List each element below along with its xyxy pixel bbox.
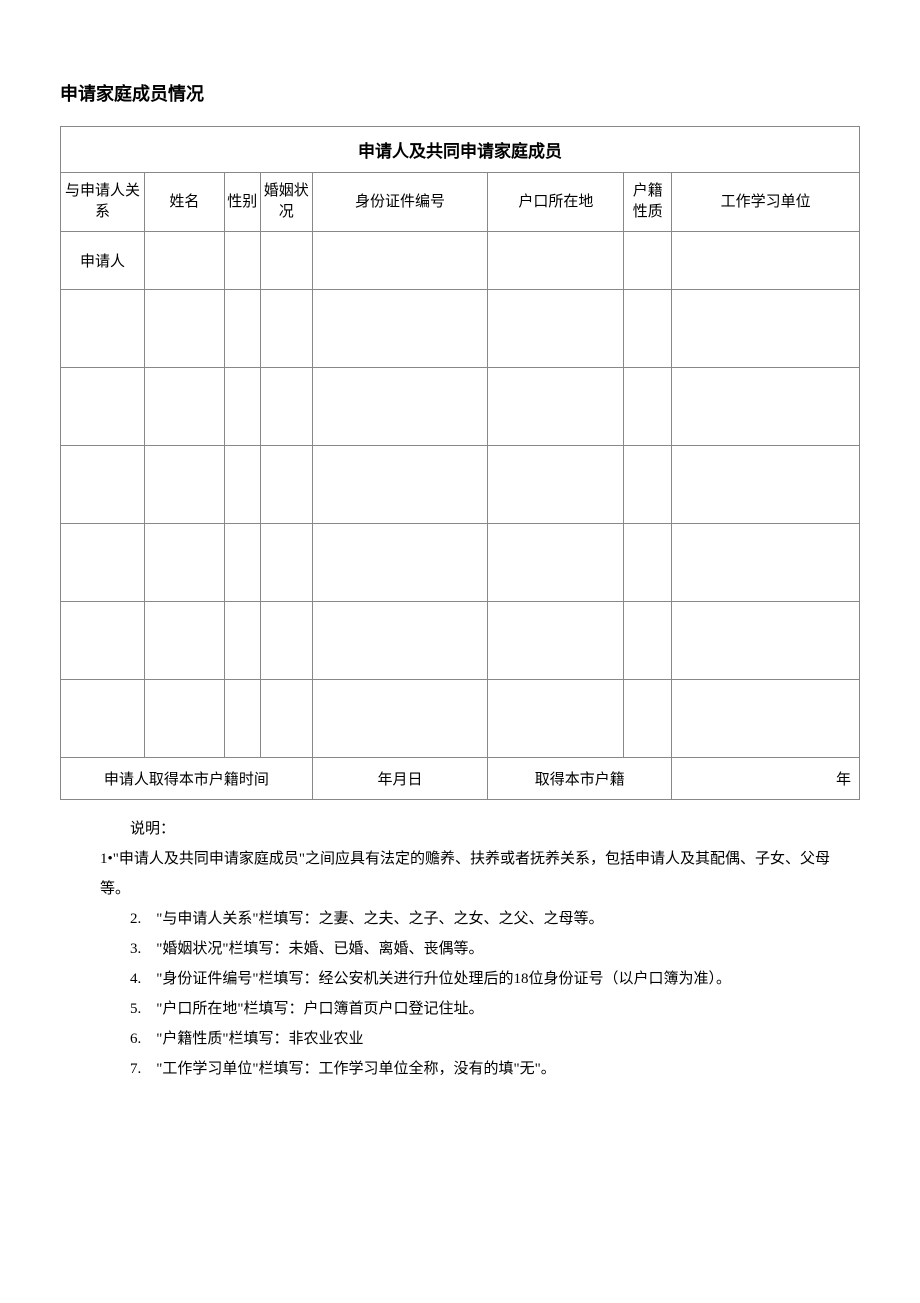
table-caption: 申请人及共同申请家庭成员 xyxy=(61,127,860,173)
cell-marital[interactable] xyxy=(260,680,312,758)
cell-name[interactable] xyxy=(144,446,224,524)
notes-item: 6. "户籍性质"栏填写：非农业农业 xyxy=(100,1024,858,1054)
cell-marital[interactable] xyxy=(260,232,312,290)
cell-relation[interactable] xyxy=(61,602,145,680)
cell-marital[interactable] xyxy=(260,290,312,368)
notes-item: 2. "与申请人关系"栏填写：之妻、之夫、之子、之女、之父、之母等。 xyxy=(100,904,858,934)
cell-relation[interactable] xyxy=(61,446,145,524)
cell-marital[interactable] xyxy=(260,368,312,446)
footer-label-2: 取得本市户籍 xyxy=(488,758,672,800)
page-title: 申请家庭成员情况 xyxy=(60,80,860,106)
cell-location[interactable] xyxy=(488,368,624,446)
cell-hukou-type[interactable] xyxy=(624,446,672,524)
cell-id[interactable] xyxy=(312,446,488,524)
cell-sex[interactable] xyxy=(224,524,260,602)
cell-id[interactable] xyxy=(312,680,488,758)
cell-marital[interactable] xyxy=(260,446,312,524)
cell-sex[interactable] xyxy=(224,232,260,290)
cell-name[interactable] xyxy=(144,680,224,758)
table-row xyxy=(61,602,860,680)
footer-value-2[interactable]: 年 xyxy=(672,758,860,800)
cell-sex[interactable] xyxy=(224,602,260,680)
col-id-number: 身份证件编号 xyxy=(312,173,488,232)
table-header-row: 与申请人关系 姓名 性别 婚姻状况 身份证件编号 户口所在地 户籍性质 工作学习… xyxy=(61,173,860,232)
cell-work-unit[interactable] xyxy=(672,446,860,524)
table-row xyxy=(61,680,860,758)
cell-work-unit[interactable] xyxy=(672,232,860,290)
cell-sex[interactable] xyxy=(224,290,260,368)
notes-intro: 说明： xyxy=(100,814,858,844)
cell-location[interactable] xyxy=(488,680,624,758)
notes-item: 4. "身份证件编号"栏填写：经公安机关进行升位处理后的18位身份证号（以户口簿… xyxy=(100,964,858,994)
table-row xyxy=(61,446,860,524)
cell-hukou-type[interactable] xyxy=(624,232,672,290)
col-hukou-type: 户籍性质 xyxy=(624,173,672,232)
notes-section: 说明： 1•"申请人及共同申请家庭成员"之间应具有法定的赡养、扶养或者抚养关系，… xyxy=(60,814,860,1084)
cell-name[interactable] xyxy=(144,524,224,602)
footer-label-1: 申请人取得本市户籍时间 xyxy=(61,758,313,800)
cell-relation[interactable] xyxy=(61,290,145,368)
cell-marital[interactable] xyxy=(260,524,312,602)
cell-location[interactable] xyxy=(488,290,624,368)
cell-id[interactable] xyxy=(312,232,488,290)
cell-work-unit[interactable] xyxy=(672,602,860,680)
cell-marital[interactable] xyxy=(260,602,312,680)
cell-location[interactable] xyxy=(488,446,624,524)
cell-hukou-type[interactable] xyxy=(624,680,672,758)
col-relation: 与申请人关系 xyxy=(61,173,145,232)
cell-work-unit[interactable] xyxy=(672,290,860,368)
cell-sex[interactable] xyxy=(224,446,260,524)
col-name: 姓名 xyxy=(144,173,224,232)
cell-sex[interactable] xyxy=(224,680,260,758)
col-hukou-location: 户口所在地 xyxy=(488,173,624,232)
col-work-unit: 工作学习单位 xyxy=(672,173,860,232)
cell-name[interactable] xyxy=(144,602,224,680)
family-members-table: 申请人及共同申请家庭成员 与申请人关系 姓名 性别 婚姻状况 身份证件编号 户口… xyxy=(60,126,860,800)
cell-location[interactable] xyxy=(488,232,624,290)
footer-value-1[interactable]: 年月日 xyxy=(312,758,488,800)
cell-name[interactable] xyxy=(144,368,224,446)
cell-hukou-type[interactable] xyxy=(624,524,672,602)
cell-location[interactable] xyxy=(488,524,624,602)
cell-sex[interactable] xyxy=(224,368,260,446)
cell-name[interactable] xyxy=(144,232,224,290)
table-footer-row: 申请人取得本市户籍时间 年月日 取得本市户籍 年 xyxy=(61,758,860,800)
table-row xyxy=(61,368,860,446)
notes-item: 7. "工作学习单位"栏填写：工作学习单位全称，没有的填"无"。 xyxy=(100,1054,858,1084)
notes-item: 3. "婚姻状况"栏填写：未婚、已婚、离婚、丧偶等。 xyxy=(100,934,858,964)
notes-item: 5. "户口所在地"栏填写：户口簿首页户口登记住址。 xyxy=(100,994,858,1024)
cell-relation[interactable] xyxy=(61,368,145,446)
cell-id[interactable] xyxy=(312,368,488,446)
col-marital: 婚姻状况 xyxy=(260,173,312,232)
cell-id[interactable] xyxy=(312,290,488,368)
cell-relation: 申请人 xyxy=(61,232,145,290)
cell-location[interactable] xyxy=(488,602,624,680)
cell-work-unit[interactable] xyxy=(672,368,860,446)
cell-relation[interactable] xyxy=(61,680,145,758)
cell-hukou-type[interactable] xyxy=(624,290,672,368)
cell-relation[interactable] xyxy=(61,524,145,602)
cell-id[interactable] xyxy=(312,524,488,602)
cell-hukou-type[interactable] xyxy=(624,602,672,680)
notes-item: 1•"申请人及共同申请家庭成员"之间应具有法定的赡养、扶养或者抚养关系，包括申请… xyxy=(100,844,858,904)
cell-id[interactable] xyxy=(312,602,488,680)
cell-name[interactable] xyxy=(144,290,224,368)
cell-hukou-type[interactable] xyxy=(624,368,672,446)
cell-work-unit[interactable] xyxy=(672,524,860,602)
table-row: 申请人 xyxy=(61,232,860,290)
table-row xyxy=(61,524,860,602)
table-row xyxy=(61,290,860,368)
cell-work-unit[interactable] xyxy=(672,680,860,758)
col-sex: 性别 xyxy=(224,173,260,232)
